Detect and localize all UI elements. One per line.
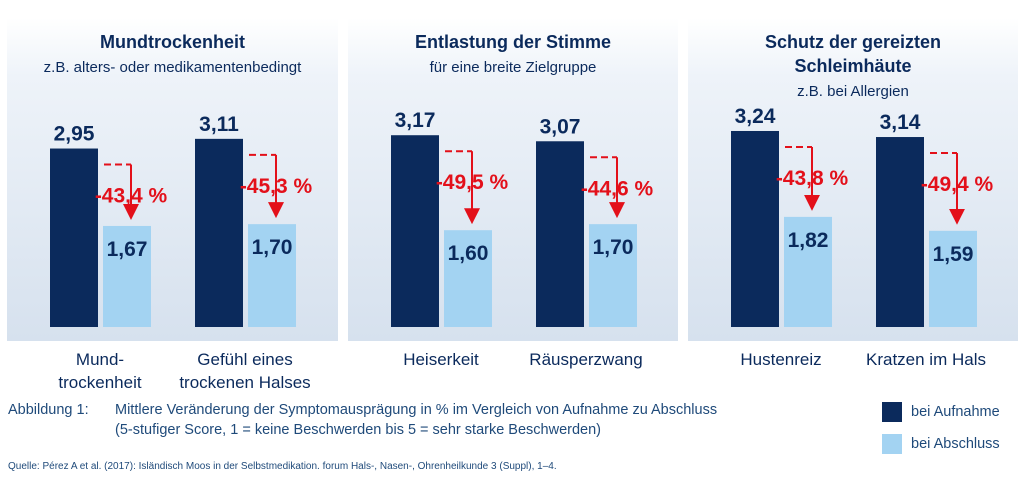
panel-subtitle: z.B. bei Allergien (797, 83, 909, 100)
bar-aufnahme (391, 135, 439, 327)
legend-label-aufnahme: bei Aufnahme (911, 404, 1000, 420)
panel-title: Schutz der gereizten (765, 32, 941, 52)
panel-subtitle: für eine breite Zielgruppe (430, 59, 597, 76)
change-percent-label: -45,3 % (240, 175, 313, 198)
legend-item-aufnahme: bei Aufnahme (882, 396, 1000, 428)
chart: Mundtrockenheit z.B. alters- oder medikam… (7, 18, 1018, 392)
category-label: Räusperzwang (529, 350, 642, 369)
bar-abschluss (929, 230, 977, 327)
change-percent-label: -44,6 % (581, 177, 654, 200)
bar-aufnahme (195, 138, 243, 327)
legend-swatch-aufnahme (882, 402, 902, 422)
bar-abschluss (784, 216, 832, 327)
value-label-aufnahme: 3,11 (199, 113, 239, 136)
panel-title: Schleimhäute (794, 56, 911, 76)
value-label-aufnahme: 3,17 (395, 109, 436, 132)
change-percent-label: -43,8 % (776, 167, 849, 190)
category-label: trockenheit (58, 373, 141, 392)
value-label-abschluss: 1,82 (788, 229, 829, 252)
value-label-abschluss: 1,60 (448, 242, 489, 265)
bar-aufnahme (50, 148, 98, 327)
value-label-aufnahme: 3,24 (735, 105, 776, 128)
category-label: trockenen Halses (179, 373, 310, 392)
change-percent-label: -43,4 % (95, 185, 168, 208)
category-label: Kratzen im Hals (866, 350, 986, 369)
category-label: Mund- (76, 350, 124, 369)
value-label-abschluss: 1,70 (593, 236, 634, 259)
value-label-abschluss: 1,59 (933, 243, 974, 266)
change-percent-label: -49,4 % (921, 173, 994, 196)
caption-line-1: Mittlere Veränderung der Symptomausprägu… (115, 402, 718, 418)
bar-aufnahme (536, 141, 584, 327)
bar-abschluss (248, 224, 296, 327)
value-label-aufnahme: 3,14 (880, 111, 921, 134)
legend-swatch-abschluss (882, 434, 902, 454)
legend: bei Aufnahme bei Abschluss (882, 396, 1000, 460)
panel-title: Mundtrockenheit (100, 32, 245, 52)
panel-subtitle: z.B. alters- oder medikamentenbedingt (44, 59, 302, 76)
change-percent-label: -49,5 % (436, 171, 509, 194)
value-label-aufnahme: 3,07 (540, 115, 581, 138)
bar-aufnahme (876, 137, 924, 327)
category-label: Heiserkeit (403, 350, 479, 369)
source-note: Quelle: Pérez A et al. (2017): Isländisc… (8, 461, 557, 472)
bar-aufnahme (731, 130, 779, 327)
legend-item-abschluss: bei Abschluss (882, 428, 1000, 460)
bar-abschluss (444, 230, 492, 327)
figure-caption: Abbildung 1: Mittlere Veränderung der Sym… (8, 400, 717, 440)
value-label-aufnahme: 2,95 (54, 123, 95, 146)
caption-label: Abbildung 1: (8, 402, 89, 418)
legend-label-abschluss: bei Abschluss (911, 436, 1000, 452)
category-label: Hustenreiz (740, 350, 821, 369)
panel-title: Entlastung der Stimme (415, 32, 611, 52)
bar-abschluss (589, 224, 637, 327)
value-label-abschluss: 1,67 (107, 238, 148, 261)
bar-abschluss (103, 225, 151, 327)
caption-line-2: (5-stufiger Score, 1 = keine Beschwerden… (115, 422, 601, 438)
category-label: Gefühl eines (197, 350, 292, 369)
value-label-abschluss: 1,70 (252, 236, 293, 259)
